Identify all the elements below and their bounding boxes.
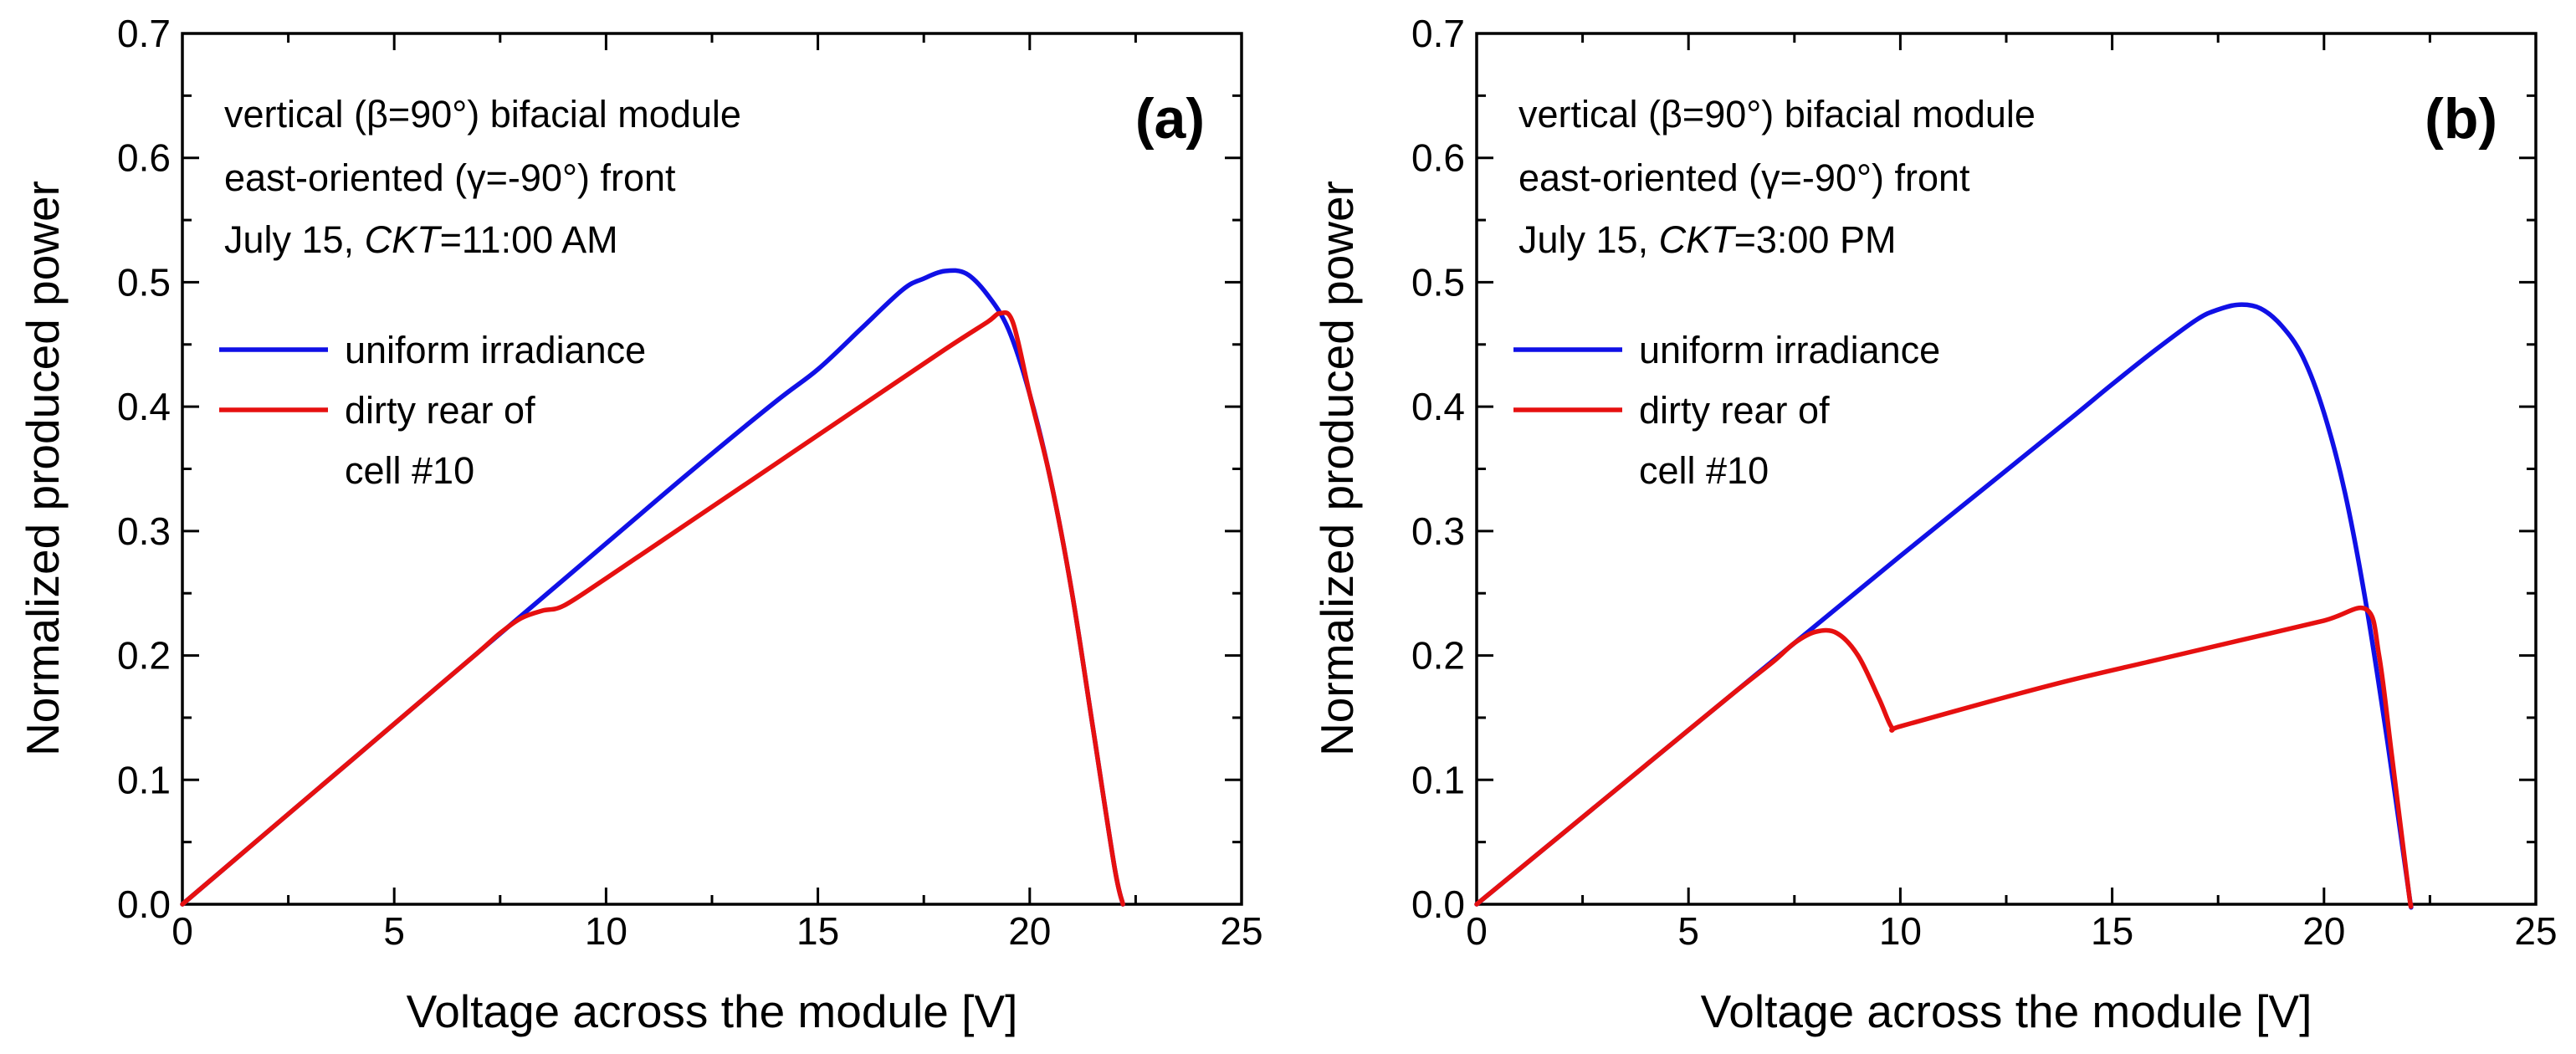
x-tick-label-a: 25 bbox=[1220, 909, 1262, 953]
x-tick-label-b: 5 bbox=[1677, 909, 1699, 953]
x-tick-label-b: 0 bbox=[1466, 909, 1488, 953]
y-axis-title-b: Normalized produced power bbox=[1311, 181, 1363, 756]
series-uniform-irradiance-a bbox=[180, 268, 1125, 907]
y-tick-label-a: 0.2 bbox=[117, 634, 171, 678]
x-tick-label-b: 20 bbox=[2302, 909, 2345, 953]
y-tick-label-a: 0.7 bbox=[117, 12, 171, 55]
x-axis-title-a: Voltage across the module [V] bbox=[407, 985, 1018, 1037]
y-tick-label-a: 0.6 bbox=[117, 136, 171, 180]
panel-b: 0 5 10 15 20 25 0.0 0.1 0.2 0.3 0.4 0.5 0.6 0.7 Volt… bbox=[1311, 12, 2558, 1037]
series-uniform-irradiance-b bbox=[1474, 302, 2414, 910]
x-tick-label-a: 15 bbox=[796, 909, 839, 953]
legend-label-uniform-b: uniform irradiance bbox=[1639, 329, 1940, 371]
x-tick-label-b: 25 bbox=[2514, 909, 2557, 953]
x-tick-label-a: 0 bbox=[172, 909, 193, 953]
annotation-line-1-b: vertical (β=90°) bifacial module bbox=[1518, 93, 2036, 136]
y-tick-label-a: 0.3 bbox=[117, 509, 171, 553]
x-tick-label-a: 5 bbox=[383, 909, 405, 953]
annotation-line-3-b: July 15, CKT=3:00 PM bbox=[1518, 218, 1896, 261]
y-ticks-b: 0.0 0.1 0.2 0.3 0.4 0.5 0.6 0.7 bbox=[1411, 12, 2536, 926]
y-tick-label-b: 0.5 bbox=[1411, 260, 1465, 304]
y-tick-label-b: 0.2 bbox=[1411, 634, 1465, 678]
y-tick-label-b: 0.7 bbox=[1411, 12, 1465, 55]
y-tick-label-b: 0.0 bbox=[1411, 883, 1465, 926]
legend-a: uniform irradiance dirty rear of cell #1… bbox=[219, 329, 646, 492]
y-tick-label-a: 0.0 bbox=[117, 883, 171, 926]
panel-label-b: (b) bbox=[2425, 87, 2497, 151]
y-tick-label-b: 0.1 bbox=[1411, 758, 1465, 801]
x-ticks-a: 0 5 10 15 20 25 bbox=[172, 33, 1263, 953]
x-tick-label-b: 15 bbox=[2091, 909, 2133, 953]
legend-label-dirty-line1-a: dirty rear of bbox=[345, 389, 535, 432]
x-tick-label-a: 20 bbox=[1008, 909, 1051, 953]
annotation-line-1-a: vertical (β=90°) bifacial module bbox=[224, 93, 741, 136]
legend-b: uniform irradiance dirty rear of cell #1… bbox=[1513, 329, 1940, 492]
legend-label-dirty-line1-b: dirty rear of bbox=[1639, 389, 1830, 432]
series-layer-a bbox=[180, 268, 1125, 907]
series-layer-b bbox=[1474, 302, 2414, 910]
legend-label-dirty-line2-b: cell #10 bbox=[1639, 449, 1769, 492]
y-tick-label-b: 0.4 bbox=[1411, 385, 1465, 428]
legend-label-dirty-line2-a: cell #10 bbox=[345, 449, 474, 492]
x-tick-label-a: 10 bbox=[585, 909, 627, 953]
annotation-line-2-a: east-oriented (γ=-90°) front bbox=[224, 156, 676, 199]
annotation-line-2-b: east-oriented (γ=-90°) front bbox=[1518, 156, 1970, 199]
y-tick-label-a: 0.1 bbox=[117, 758, 171, 801]
y-tick-label-a: 0.5 bbox=[117, 260, 171, 304]
x-tick-label-b: 10 bbox=[1879, 909, 1922, 953]
y-axis-title-a: Normalized produced power bbox=[17, 181, 69, 756]
x-ticks-b: 0 5 10 15 20 25 bbox=[1466, 33, 2558, 953]
series-dirty-rear-cell-10-a bbox=[180, 310, 1125, 907]
annotation-line-3-a: July 15, CKT=11:00 AM bbox=[224, 218, 618, 261]
panel-a: 0 5 10 15 20 25 0.0 0.1 0.2 0.3 0.4 0.5 0.6 0.7 Volt… bbox=[17, 12, 1263, 1037]
y-ticks-a: 0.0 0.1 0.2 0.3 0.4 0.5 0.6 0.7 bbox=[117, 12, 1242, 926]
panel-label-a: (a) bbox=[1135, 87, 1205, 151]
series-dirty-rear-cell-10-b bbox=[1474, 606, 2414, 909]
y-tick-label-b: 0.3 bbox=[1411, 509, 1465, 553]
legend-label-uniform-a: uniform irradiance bbox=[345, 329, 646, 371]
y-tick-label-b: 0.6 bbox=[1411, 136, 1465, 180]
y-tick-label-a: 0.4 bbox=[117, 385, 171, 428]
x-axis-title-b: Voltage across the module [V] bbox=[1701, 985, 2312, 1037]
